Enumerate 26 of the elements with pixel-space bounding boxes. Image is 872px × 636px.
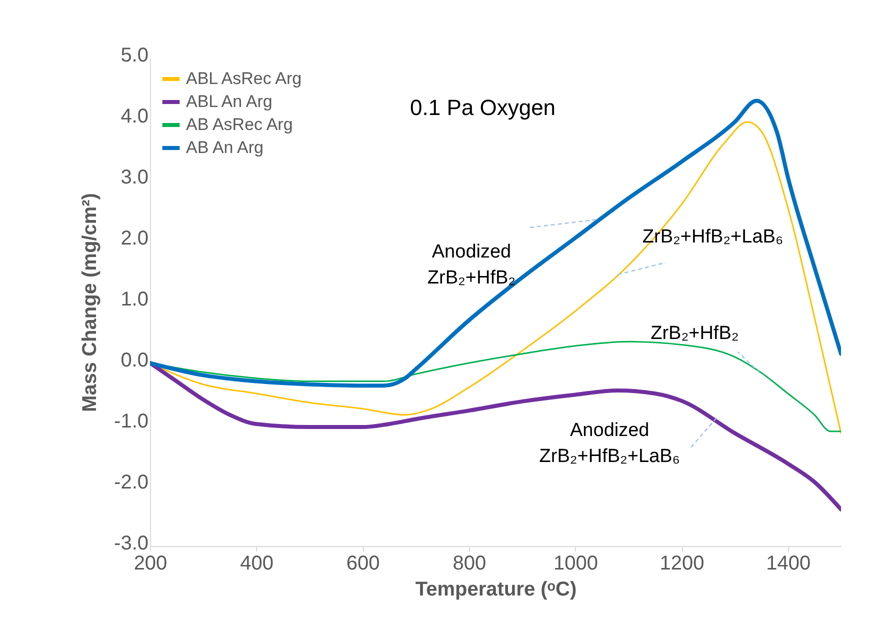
x-tick-label: 200: [134, 552, 168, 574]
x-tick-label: 400: [240, 552, 274, 574]
y-tick-label: 0.0: [120, 350, 148, 372]
text: 0.1 Pa Oxygen: [410, 95, 556, 120]
x-tick-label: 1200: [660, 552, 704, 574]
legend-label: AB An Arg: [186, 138, 264, 157]
y-tick-label: 4.0: [120, 106, 148, 128]
x-tick-label: 800: [452, 552, 486, 574]
y-tick-label: 5.0: [120, 44, 148, 66]
x-tick-label: 600: [346, 552, 380, 574]
y-tick-label: -2.0: [114, 472, 148, 494]
legend-label: ABL AsRec Arg: [186, 69, 302, 88]
annotation: Anodized ZrB₂+HfB₂+LaB₆: [539, 420, 680, 467]
y-tick-label: 2.0: [120, 228, 148, 250]
legend-label: ABL An Arg: [186, 92, 272, 111]
y-tick-label: 1.0: [120, 288, 148, 310]
x-axis-title: Temperature (ᵒC): [415, 578, 577, 600]
y-axis-title: Mass Change (mg/cm²): [79, 193, 102, 412]
x-tick-label: 1000: [553, 552, 598, 574]
x-tick-label: 1400: [766, 552, 811, 574]
y-tick-label: -1.0: [114, 410, 148, 432]
annotation: ZrB₂+HfB₂: [650, 322, 739, 344]
y-tick-label: -3.0: [114, 532, 148, 554]
y-tick-label: 3.0: [120, 166, 148, 188]
legend-label: AB AsRec Arg: [186, 115, 293, 134]
annotation: Anodized ZrB₂+HfB₂: [427, 242, 516, 289]
